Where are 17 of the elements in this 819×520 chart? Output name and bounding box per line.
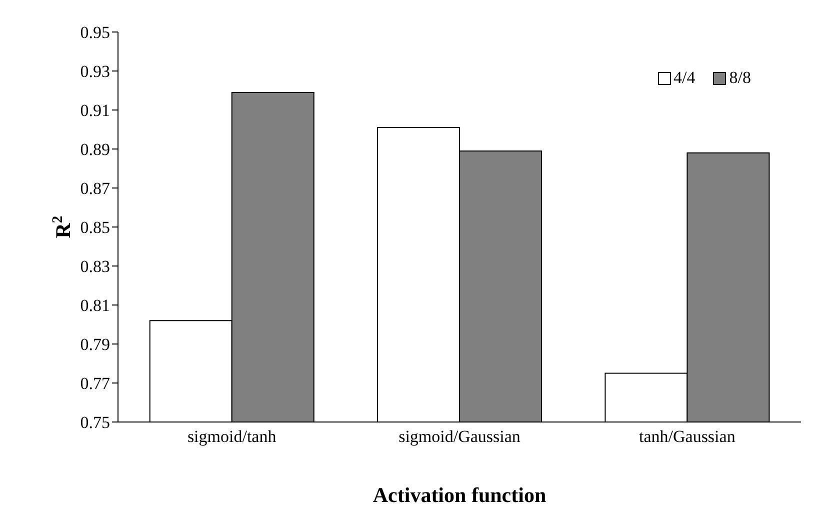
- y-tick-label: 0.83: [80, 257, 110, 276]
- x-tick-label: sigmoid/tanh: [187, 427, 277, 446]
- y-tick-label: 0.89: [80, 140, 110, 160]
- y-tick-label: 0.95: [80, 23, 110, 42]
- y-tick-label: 0.77: [80, 374, 110, 394]
- x-axis-title: Activation function: [372, 483, 546, 507]
- y-tick-label: 0.75: [80, 413, 110, 432]
- x-tick-label: tanh/Gaussian: [639, 427, 736, 446]
- legend-label: 4/4: [672, 68, 696, 88]
- y-tick-label: 0.93: [80, 62, 110, 82]
- y-tick-label: 0.91: [80, 101, 110, 120]
- y-tick-label: 0.81: [80, 296, 110, 316]
- y-tick-label: 0.85: [80, 218, 110, 238]
- legend-label: 8/8: [728, 68, 751, 88]
- x-tick-label: sigmoid/Gaussian: [398, 427, 521, 446]
- y-tick-label: 0.79: [80, 335, 110, 354]
- y-tick-label: 0.87: [80, 179, 110, 198]
